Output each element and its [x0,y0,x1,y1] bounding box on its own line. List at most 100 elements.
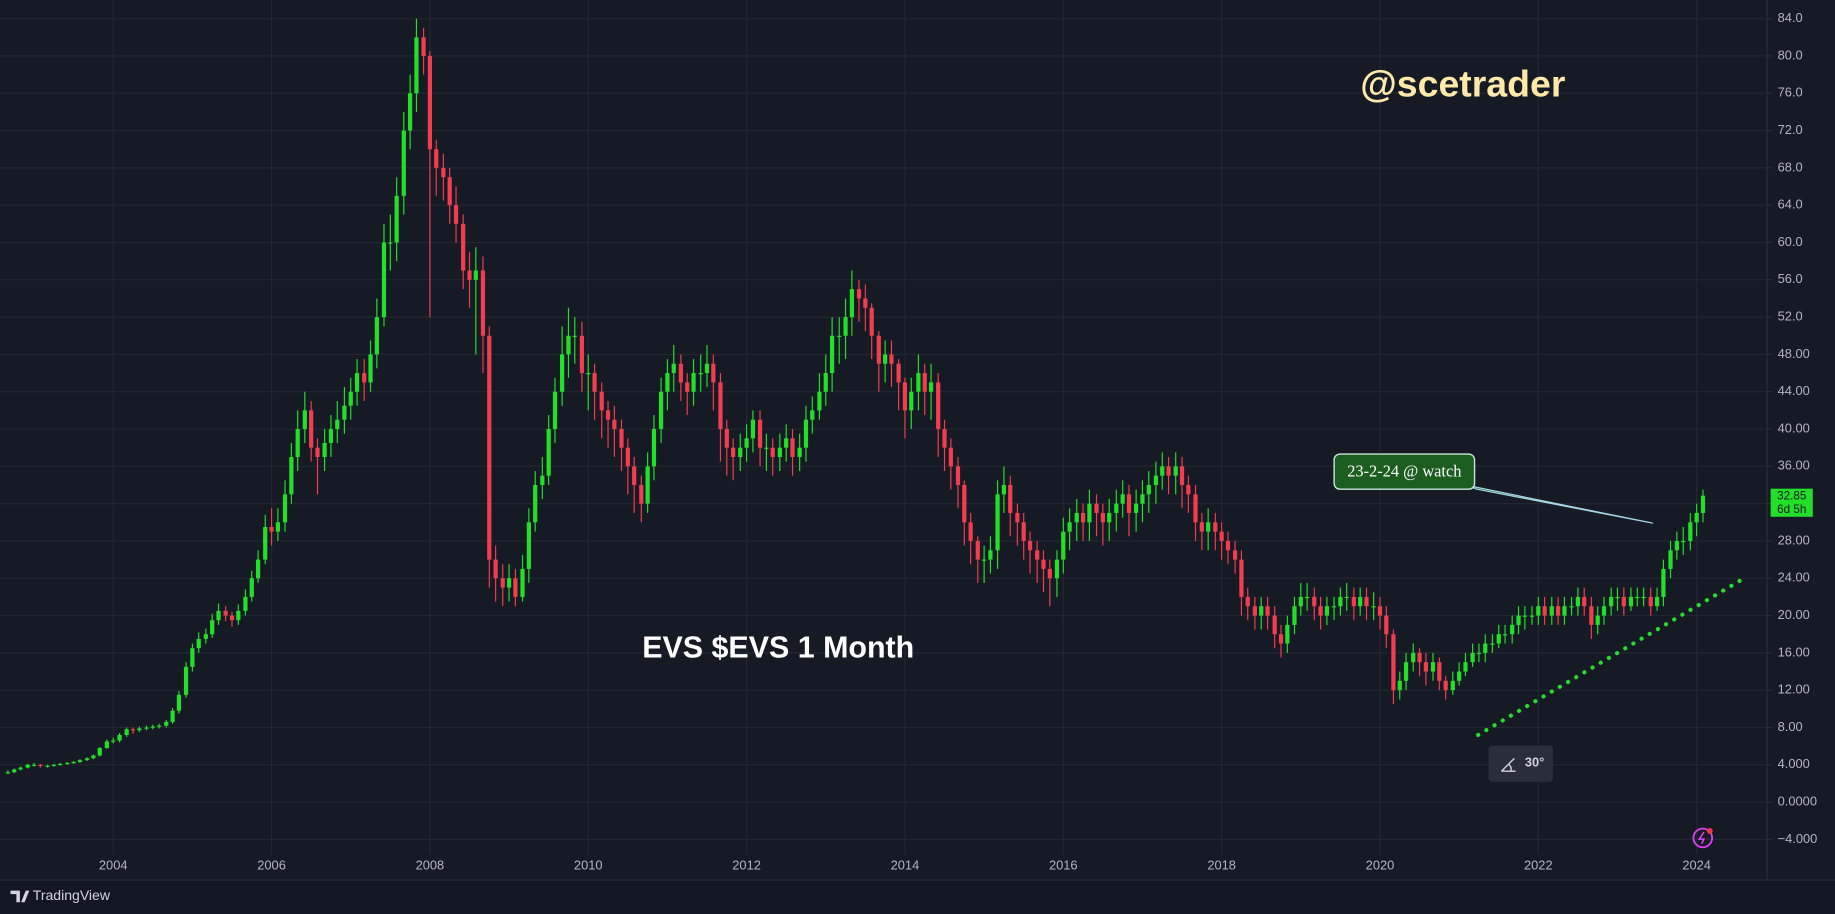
candle-body [823,373,828,392]
y-tick-label: −4.000 [1778,831,1818,846]
candle-body [513,578,518,597]
candle-body [685,382,690,392]
y-tick-label: 24.00 [1778,570,1810,585]
candle-body [1668,550,1673,569]
candle-body [1371,606,1376,608]
candle-body [1688,522,1693,541]
y-tick-label: 48.00 [1778,346,1810,361]
candle-body [1021,522,1026,541]
candle-body [902,382,908,411]
y-tick-label: 84.0 [1778,10,1803,25]
candle-body [328,429,334,444]
candle-body [1437,662,1442,681]
candle-body [1621,596,1626,607]
candle-body [210,620,215,635]
candle-body [1681,540,1686,543]
candle-body [1067,522,1072,532]
candle-body [764,447,769,449]
y-tick-label: 4.000 [1778,756,1810,771]
candle-body [150,726,155,728]
candle-body [586,373,591,375]
candle-body [229,615,235,621]
candle-body [408,93,413,131]
y-tick-label: 8.00 [1778,719,1803,734]
candle-body [1470,652,1475,663]
candle-body [936,382,941,430]
candle-body [803,419,809,448]
x-tick-label: 2008 [416,857,445,872]
candle-body [1496,634,1501,644]
candle-body [869,307,874,336]
candle-body [84,758,90,761]
candle-body [837,335,842,337]
candle-body [322,443,327,458]
candle-body [1417,652,1422,663]
candle-body [625,447,630,467]
candle-body [810,410,815,420]
watermark: @scetrader [1360,62,1565,104]
candle-body [144,727,149,729]
candle-body [282,494,288,523]
candle-body [639,484,644,504]
candle-body [718,382,723,430]
candle-body [1476,652,1482,655]
candle-body [45,765,50,767]
y-tick-label: 40.00 [1778,420,1810,435]
candle-body [1126,494,1132,513]
candle-body [1490,643,1495,645]
candles [5,18,1706,775]
candle-body [104,741,109,748]
candle-body [1628,596,1634,607]
brand-name[interactable]: TradingView [33,887,111,903]
candle-body [916,373,921,392]
candle-body [190,648,195,667]
candle-body [1166,466,1171,476]
candle-body [928,382,934,392]
candle-body [1542,606,1547,616]
candle-body [196,638,201,649]
candle-body [1094,503,1099,513]
callout-box [1333,453,1476,490]
candle-body [58,763,63,766]
candle-body [863,298,868,308]
candle-body [216,610,221,621]
x-tick-label: 2024 [1682,857,1711,872]
candle-body [1054,559,1060,579]
chart-title: EVS $EVS 1 Month [642,631,914,665]
candle-body [526,522,531,569]
candle-body [111,740,116,742]
candle-body [1635,596,1640,599]
candle-body [1595,615,1600,625]
grid [0,0,1768,855]
candle-body [453,205,459,224]
candle-body [1351,596,1356,607]
x-tick-label: 2020 [1366,857,1395,872]
candle-body [1087,503,1092,523]
bottom-bar [0,880,1835,914]
candle-body [18,767,23,770]
candle-body [1502,634,1508,636]
candle-body [1134,503,1139,513]
candle-body [1562,606,1567,616]
lightning-icon[interactable] [1692,827,1713,849]
candle-body [243,596,248,611]
candle-body [1008,484,1013,513]
candle-body [757,419,763,448]
candle-body [315,447,320,458]
candle-body [1114,503,1119,513]
candle-body [975,540,980,560]
candle-body [381,242,387,318]
candle-body [1430,662,1436,672]
y-tick-label: 60.0 [1778,234,1803,249]
candle-body [137,728,142,731]
x-tick-label: 2014 [891,857,920,872]
candle-body [1186,484,1191,495]
candle-body [71,761,76,764]
candle-body [770,447,775,458]
candle-body [362,373,367,383]
countdown-label: 6d 5h [1777,503,1806,516]
angle-icon [1500,757,1516,772]
candle-body [1179,466,1185,485]
candle-body [1292,606,1297,625]
candle-body [1213,522,1218,532]
